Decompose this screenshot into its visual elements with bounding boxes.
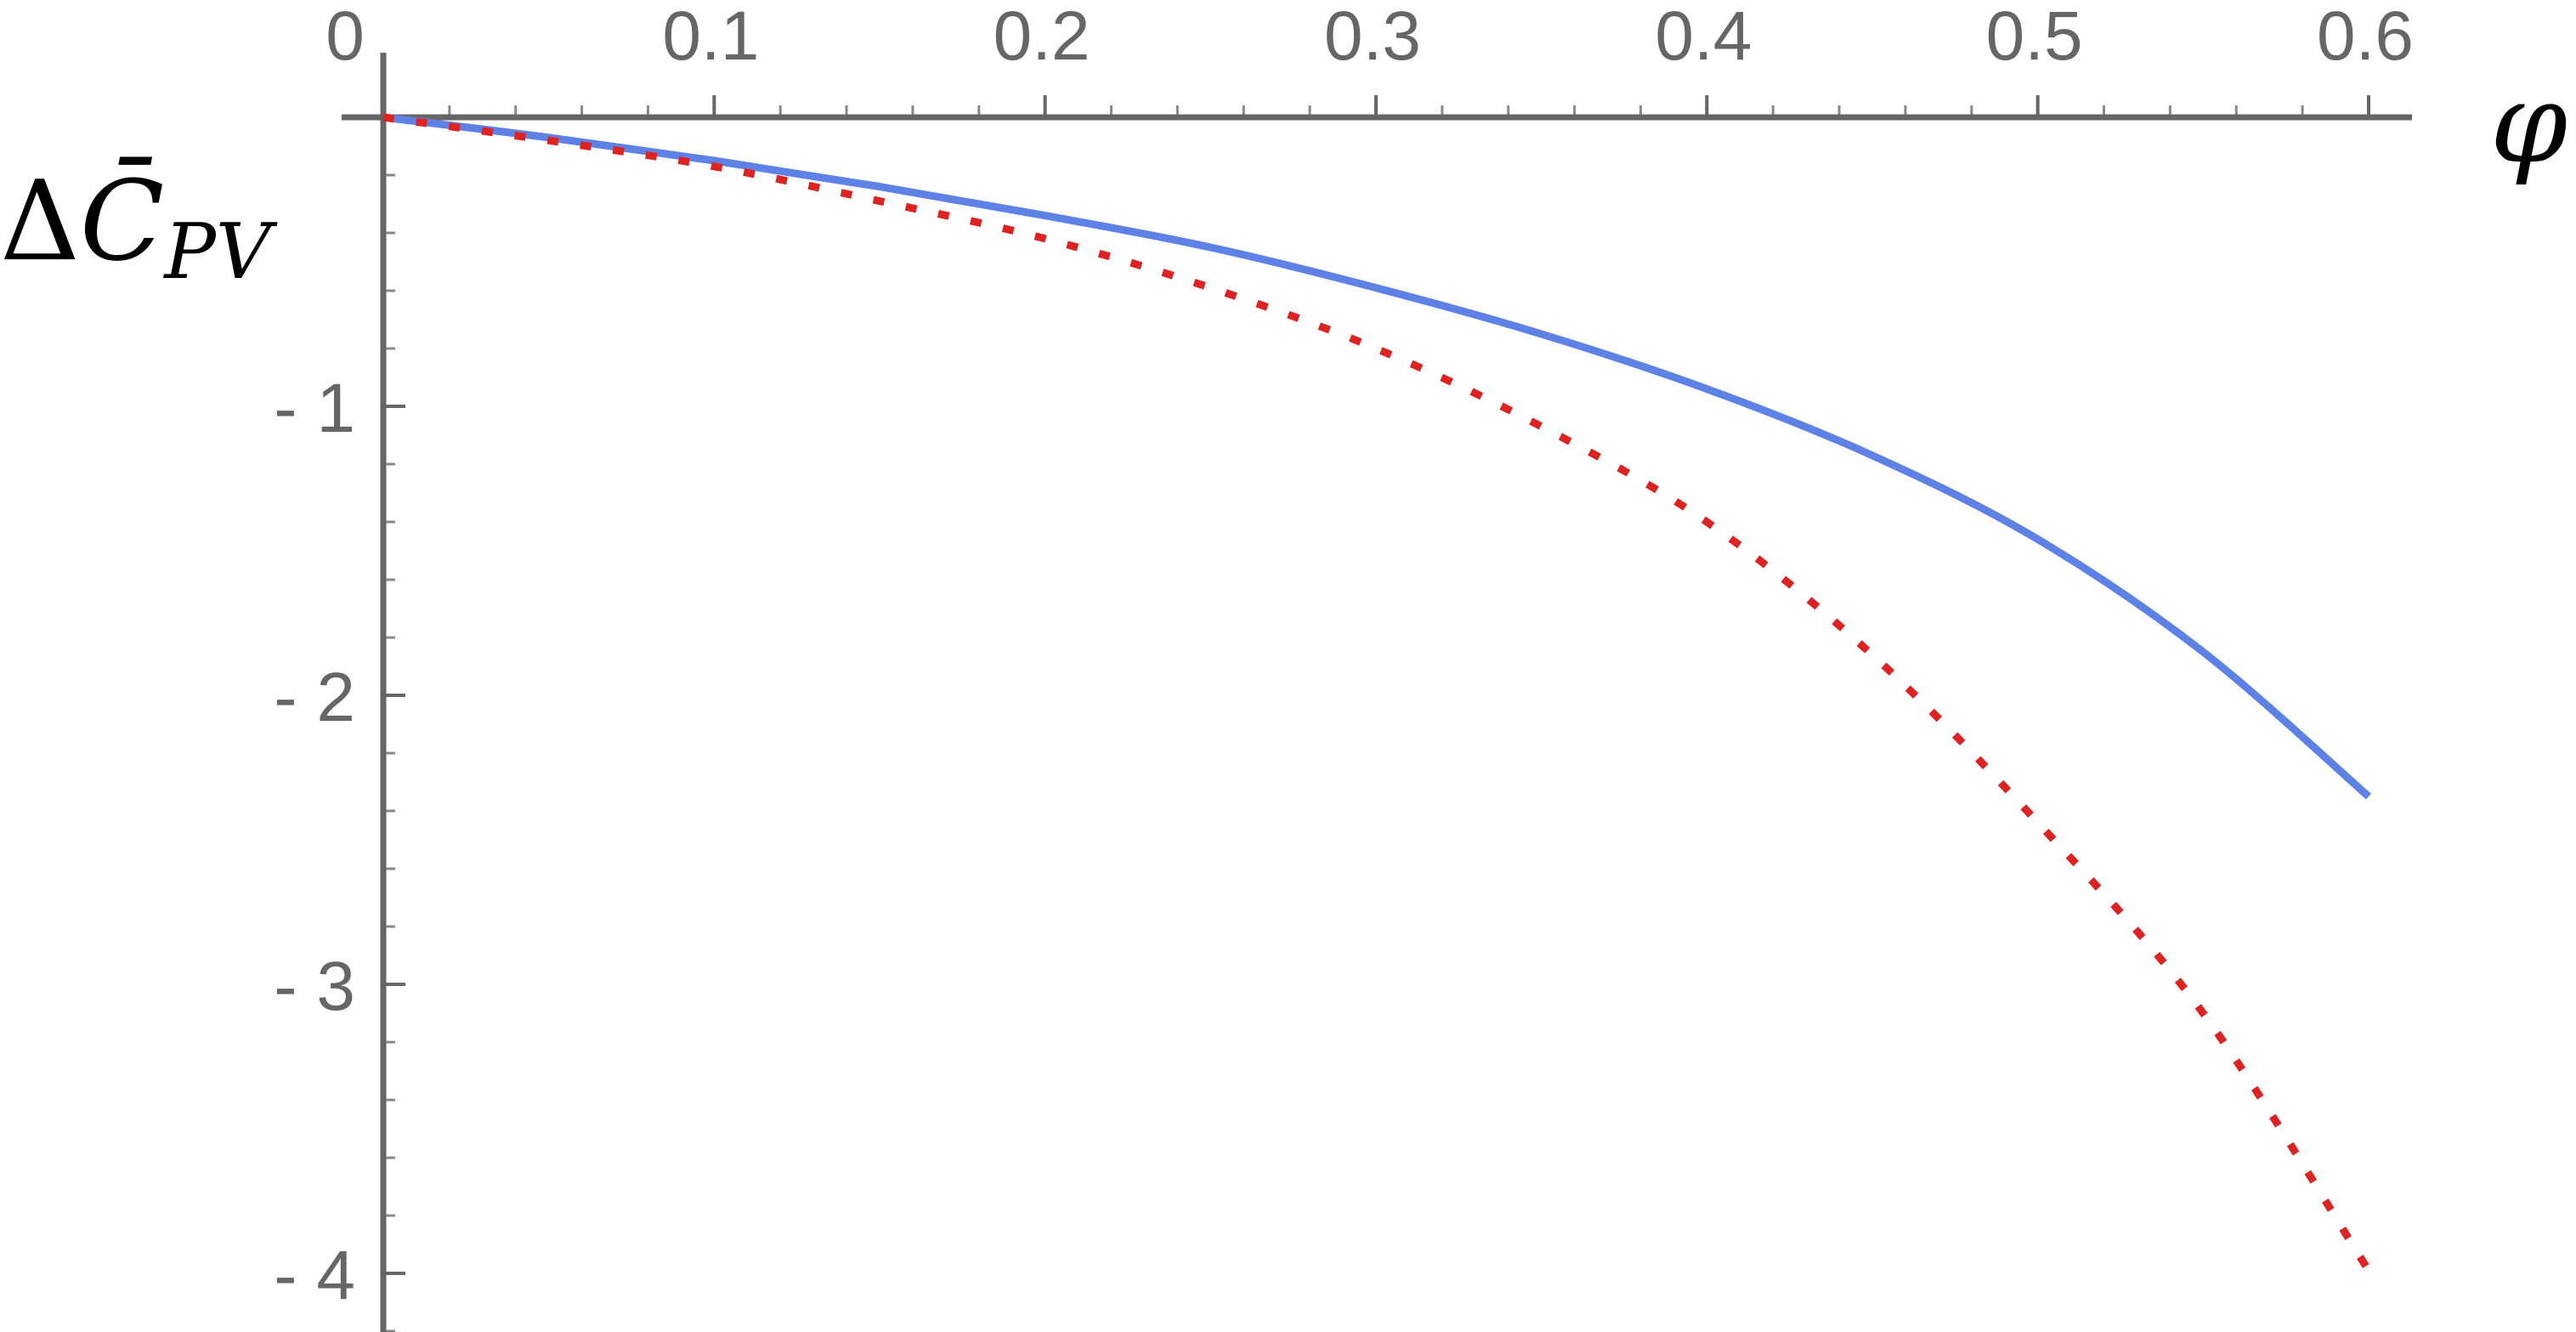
y-axis-title-symbol: C̄: [80, 156, 164, 286]
minor-ticks: [383, 105, 2304, 1332]
y-tick-label: - 2: [274, 659, 355, 736]
x-axis-title: φ: [2490, 59, 2568, 188]
y-tick-label: - 3: [274, 948, 355, 1025]
x-tick-label: 0.2: [994, 0, 1090, 75]
tick-labels: 0 0.1 0.2 0.3 0.4 0.5 0.6 - 1 - 2 - 3 - 4: [274, 0, 2414, 1314]
series-layer: [382, 113, 2372, 1273]
x-tick-label: 0.3: [1324, 0, 1421, 75]
x-tick-label: 0.6: [2317, 0, 2414, 75]
y-axis-title: ΔC̄PV: [0, 156, 278, 297]
x-tick-label: 0.1: [662, 0, 759, 75]
y-axis-title-prefix: Δ: [0, 156, 80, 286]
series-line-solid: [382, 113, 2371, 800]
x-tick-label: 0: [326, 0, 365, 75]
y-tick-label: - 4: [274, 1237, 355, 1314]
y-tick-label: - 1: [274, 370, 355, 447]
major-ticks: [383, 95, 2370, 1275]
x-tick-label: 0.5: [1986, 0, 2083, 75]
y-axis-title-subscript: PV: [162, 207, 278, 297]
x-tick-label: 0.4: [1655, 0, 1752, 75]
